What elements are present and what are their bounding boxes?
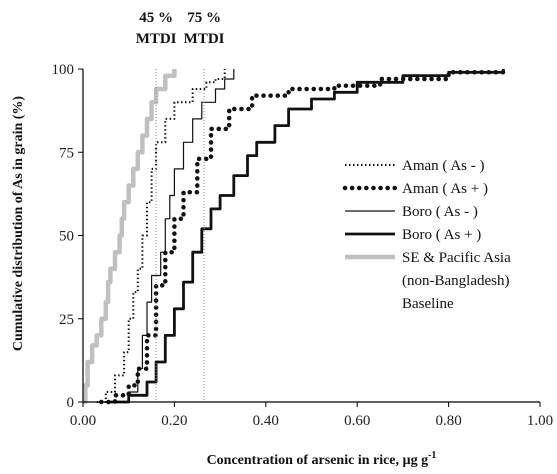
x-tick-label: 0.40 xyxy=(253,413,279,429)
y-tick-label: 75 xyxy=(59,145,74,161)
y-tick-label: 100 xyxy=(52,62,75,78)
series-line-1 xyxy=(83,69,177,405)
legend-label-5: SE & Pacific Asia xyxy=(402,250,511,266)
mtdi-label-1: 45 % xyxy=(139,10,173,26)
legend-label-5: Baseline xyxy=(402,296,454,312)
x-tick-label: 1.00 xyxy=(527,413,553,429)
series-line-2 xyxy=(96,69,226,403)
mtdi-sublabel-2: MTDI xyxy=(184,31,225,47)
y-axis-title: Cumulative distribution of As in grain (… xyxy=(11,96,26,351)
mtdi-sublabel-1: MTDI xyxy=(136,31,177,47)
legend-label-5: (non-Bangladesh) xyxy=(402,273,509,289)
x-tick-label: 0.20 xyxy=(161,413,187,429)
axes-layer: 45 % MTDI 75 % MTDI 0.00 0.20 0.40 0.60 0.80 1.00… xyxy=(52,10,554,429)
series-line-4 xyxy=(119,69,235,403)
legend-label-1: Aman ( As - ) xyxy=(402,158,485,174)
y-tick-label: 50 xyxy=(59,229,74,245)
x-axis-title: Concentration of arsenic in rice, µg g-1 xyxy=(207,450,437,468)
series-line-5 xyxy=(110,69,505,404)
legend-label-4: Boro ( As + ) xyxy=(402,227,481,243)
x-tick-label: 0.60 xyxy=(344,413,370,429)
y-tick-label: 25 xyxy=(59,312,74,328)
legend-label-2: Aman ( As + ) xyxy=(402,181,488,197)
x-axis-title-superscript: -1 xyxy=(428,450,436,461)
mtdi-label-2: 75 % xyxy=(187,10,221,26)
legend: Aman ( As - ) Aman ( As + ) Boro ( As - ) B… xyxy=(342,158,511,312)
legend-label-3: Boro ( As - ) xyxy=(402,204,478,220)
y-tick-label: 0 xyxy=(67,395,75,411)
series-layer xyxy=(83,66,506,405)
x-tick-label: 0.00 xyxy=(70,413,96,429)
x-tick-label: 0.80 xyxy=(435,413,461,429)
